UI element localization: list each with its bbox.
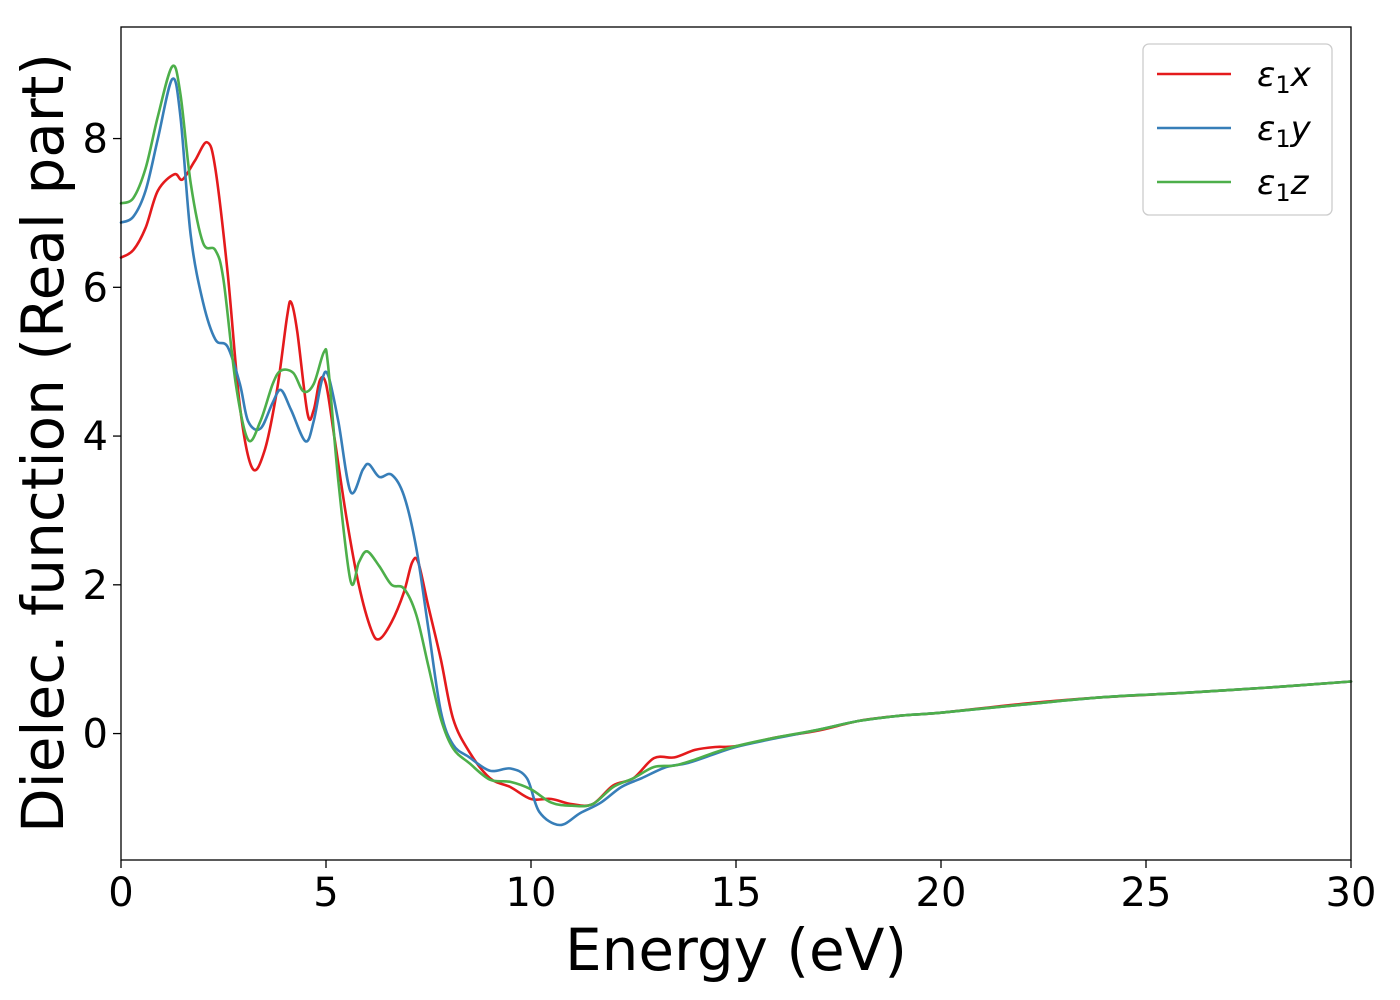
y-axis-title: Dielec. function (Real part) (9, 53, 77, 833)
y-axis: 0 2 4 6 8 (83, 117, 121, 758)
y-tick-label: 6 (83, 265, 108, 311)
x-tick-label: 20 (916, 870, 967, 916)
x-tick-label: 10 (506, 870, 557, 916)
legend-label-y: ε1y (1257, 109, 1312, 153)
x-tick-label: 15 (711, 870, 762, 916)
y-tick-label: 2 (83, 563, 108, 609)
y-tick-label: 0 (83, 712, 108, 758)
x-tick-label: 30 (1326, 870, 1377, 916)
x-tick-label: 25 (1121, 870, 1172, 916)
x-axis: 0 5 10 15 20 25 30 (108, 860, 1376, 916)
y-tick-label: 8 (83, 117, 108, 163)
y-tick-label: 4 (83, 414, 108, 460)
legend-label-x: ε1x (1257, 55, 1312, 99)
series-layer (119, 64, 1353, 827)
series-line-z (119, 64, 1353, 808)
series-line-x (119, 141, 1353, 808)
x-axis-title: Energy (eV) (565, 916, 907, 984)
legend-label-z: ε1z (1257, 163, 1310, 207)
x-tick-label: 5 (313, 870, 338, 916)
x-tick-label: 0 (108, 870, 133, 916)
legend: ε1x ε1y ε1z (1142, 43, 1333, 216)
legend-box (1142, 43, 1333, 216)
